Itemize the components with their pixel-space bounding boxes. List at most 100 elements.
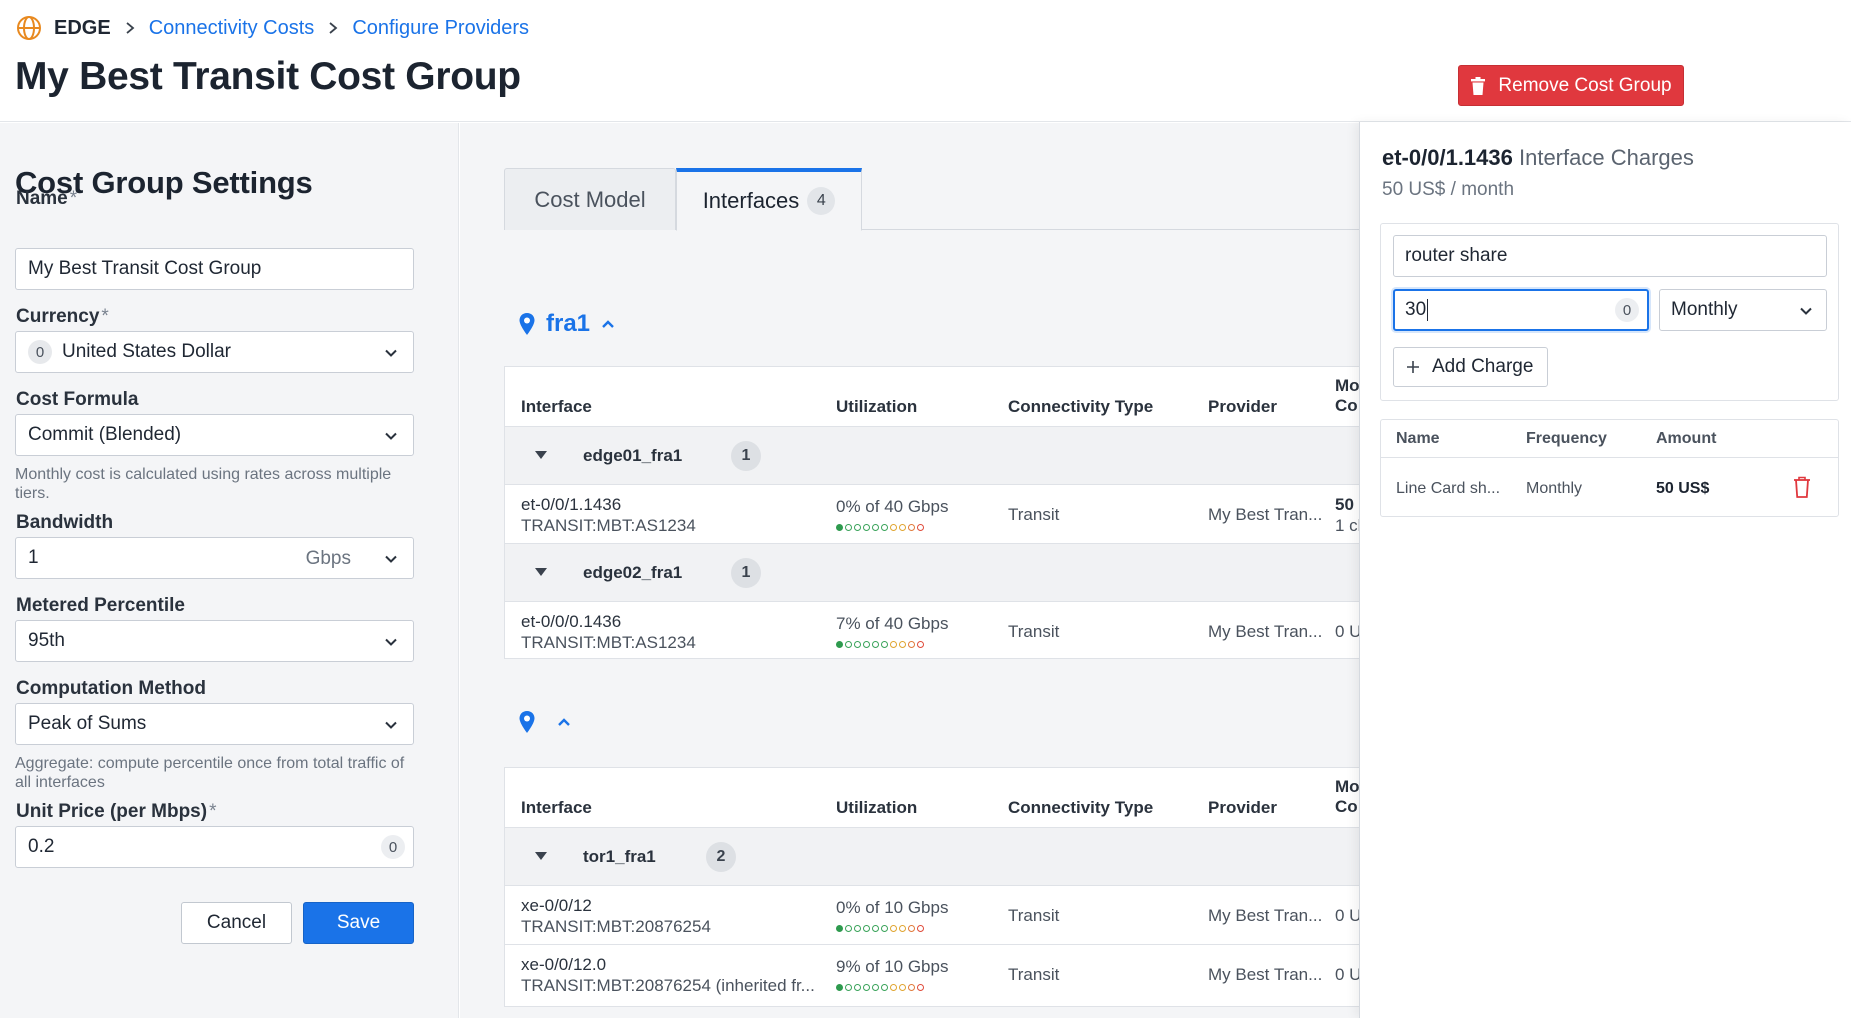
chevron-down-icon xyxy=(385,555,397,563)
caret-down-icon[interactable] xyxy=(535,852,547,860)
charges-table-header: Name Frequency Amount xyxy=(1381,420,1838,458)
breadcrumb-connectivity-costs[interactable]: Connectivity Costs xyxy=(148,16,315,39)
device-group-row[interactable]: edge02_fra1 1 xyxy=(505,544,1360,602)
plus-icon xyxy=(1407,361,1419,373)
col-provider[interactable]: Provider xyxy=(1208,798,1277,817)
table-row[interactable]: xe-0/0/12 TRANSIT:MBT:20876254 0% of 10 … xyxy=(505,886,1360,945)
cancel-button[interactable]: Cancel xyxy=(181,902,292,944)
add-charge-button[interactable]: Add Charge xyxy=(1393,347,1548,387)
breadcrumb-configure-providers[interactable]: Configure Providers xyxy=(352,16,530,39)
computation-method-label: Computation Method xyxy=(16,678,206,699)
interfaces-table-fra1: Interface Utilization Connectivity Type … xyxy=(504,366,1360,659)
col-connectivity-type[interactable]: Connectivity Type xyxy=(1008,397,1154,416)
name-input[interactable]: My Best Transit Cost Group xyxy=(15,248,414,290)
save-button[interactable]: Save xyxy=(303,902,414,944)
monthly-cost: 0 U xyxy=(1335,965,1360,984)
breadcrumb: EDGE Connectivity Costs Configure Provid… xyxy=(16,14,529,42)
table-header: Interface Utilization Connectivity Type … xyxy=(505,768,1360,828)
unit-price-input[interactable]: 0.2 0 xyxy=(15,826,414,868)
connectivity-type: Transit xyxy=(1008,906,1060,925)
col-monthly-cost[interactable]: Mo Co xyxy=(1335,777,1360,816)
bandwidth-unit-select[interactable]: Gbps xyxy=(305,548,351,569)
interface-charges-drawer: et-0/0/1.1436 Interface Charges 50 US$ /… xyxy=(1359,122,1851,1018)
tab-interfaces[interactable]: Interfaces 4 xyxy=(676,168,862,231)
monthly-cost: 0 U xyxy=(1335,906,1360,925)
breadcrumb-app[interactable]: EDGE xyxy=(54,16,111,39)
bandwidth-input[interactable]: 1 Gbps xyxy=(15,537,414,579)
chevron-down-icon xyxy=(385,638,397,646)
chevron-right-icon xyxy=(329,22,338,34)
tab-cost-model[interactable]: Cost Model xyxy=(504,168,676,230)
remove-cost-group-label: Remove Cost Group xyxy=(1498,74,1672,96)
table-row[interactable]: et-0/0/0.1436 TRANSIT:MBT:AS1234 7% of 4… xyxy=(505,602,1360,658)
provider-name: My Best Tran... xyxy=(1208,906,1323,925)
main-content: Cost Model Interfaces 4 fra1 Interface U… xyxy=(460,123,1360,1018)
computation-method-select[interactable]: Peak of Sums xyxy=(15,703,414,745)
device-group-row[interactable]: tor1_fra1 2 xyxy=(505,828,1360,886)
interfaces-count-badge: 4 xyxy=(807,187,836,215)
provider-name: My Best Tran... xyxy=(1208,505,1323,524)
site-name: fra1 xyxy=(546,310,591,337)
connectivity-type: Transit xyxy=(1008,965,1060,984)
chevron-up-icon[interactable] xyxy=(556,714,572,730)
computation-method-help: Aggregate: compute percentile once from … xyxy=(15,755,405,791)
monthly-cost: 0 U xyxy=(1335,622,1360,641)
caret-down-icon[interactable] xyxy=(535,568,547,576)
table-header: Interface Utilization Connectivity Type … xyxy=(505,367,1360,427)
chevron-down-icon xyxy=(385,432,397,440)
provider-name: My Best Tran... xyxy=(1208,965,1323,984)
utilization-text: 0% of 40 Gbps xyxy=(836,497,949,516)
cost-formula-select[interactable]: Commit (Blended) xyxy=(15,414,414,456)
site-header-fra1[interactable]: fra1 xyxy=(518,310,616,338)
charge-frequency: Monthly xyxy=(1526,480,1583,497)
cost-group-settings-panel: Cost Group Settings Name * My Best Transi… xyxy=(0,123,459,1018)
interfaces-table-unnamed-site: Interface Utilization Connectivity Type … xyxy=(504,767,1360,1007)
col-charge-name[interactable]: Name xyxy=(1396,430,1440,447)
charge-amount-badge: 0 xyxy=(1615,298,1639,322)
chevron-right-icon xyxy=(126,22,135,34)
add-charge-form: router share 30 0 Monthly Add Charge xyxy=(1380,223,1839,401)
utilization-text: 9% of 10 Gbps xyxy=(836,957,949,976)
device-count-badge: 2 xyxy=(706,842,736,872)
charge-amount: 50 US$ xyxy=(1656,480,1710,497)
cost-formula-label: Cost Formula xyxy=(16,389,139,410)
chevron-down-icon xyxy=(385,721,397,729)
device-group-row[interactable]: edge01_fra1 1 xyxy=(505,427,1360,485)
table-row[interactable]: et-0/0/1.1436 TRANSIT:MBT:AS1234 0% of 4… xyxy=(505,485,1360,544)
trash-icon[interactable] xyxy=(1793,476,1811,498)
utilization-meter xyxy=(836,984,924,991)
col-connectivity-type[interactable]: Connectivity Type xyxy=(1008,798,1154,817)
page-header: EDGE Connectivity Costs Configure Provid… xyxy=(0,0,1851,122)
charge-name-input[interactable]: router share xyxy=(1393,235,1827,277)
unit-price-badge: 0 xyxy=(381,835,405,859)
device-name: edge02_fra1 xyxy=(583,563,683,582)
chevron-down-icon xyxy=(1800,307,1812,315)
charge-amount-input[interactable]: 30 0 xyxy=(1393,289,1649,331)
col-charge-amount[interactable]: Amount xyxy=(1656,430,1717,447)
drawer-title: et-0/0/1.1436 Interface Charges xyxy=(1382,145,1694,170)
col-monthly-cost[interactable]: Mo Co xyxy=(1335,376,1360,415)
connectivity-type: Transit xyxy=(1008,622,1060,641)
col-provider[interactable]: Provider xyxy=(1208,397,1277,416)
chevron-up-icon[interactable] xyxy=(600,316,616,332)
charge-frequency-select[interactable]: Monthly xyxy=(1659,289,1827,331)
metered-percentile-label: Metered Percentile xyxy=(16,595,185,616)
remove-cost-group-button[interactable]: Remove Cost Group xyxy=(1458,65,1684,106)
utilization-meter xyxy=(836,925,924,932)
interface-description: TRANSIT:MBT:AS1234 xyxy=(521,633,696,652)
currency-select[interactable]: 0 United States Dollar xyxy=(15,331,414,373)
caret-down-icon[interactable] xyxy=(535,451,547,459)
col-utilization[interactable]: Utilization xyxy=(836,798,918,817)
charges-table: Name Frequency Amount Line Card sh... Mo… xyxy=(1380,419,1839,517)
page-title: My Best Transit Cost Group xyxy=(15,55,521,98)
col-utilization[interactable]: Utilization xyxy=(836,397,918,416)
col-charge-frequency[interactable]: Frequency xyxy=(1526,430,1607,447)
tab-bar: Cost Model Interfaces 4 xyxy=(504,168,1360,231)
col-interface[interactable]: Interface xyxy=(521,397,592,416)
col-interface[interactable]: Interface xyxy=(521,798,592,817)
connectivity-type: Transit xyxy=(1008,505,1060,524)
metered-percentile-select[interactable]: 95th xyxy=(15,620,414,662)
table-row[interactable]: xe-0/0/12.0 TRANSIT:MBT:20876254 (inheri… xyxy=(505,945,1360,1004)
utilization-text: 7% of 40 Gbps xyxy=(836,614,949,633)
site-header-unnamed[interactable] xyxy=(518,710,572,734)
